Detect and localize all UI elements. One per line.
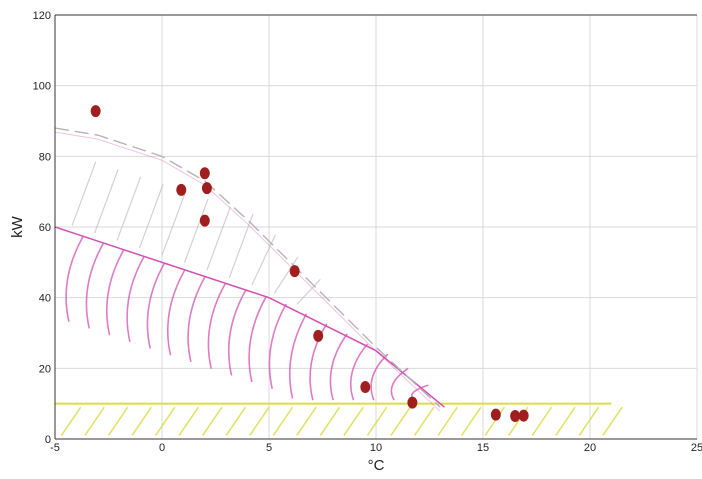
grey-hatch xyxy=(206,206,232,271)
y-tick-label: 60 xyxy=(39,222,51,234)
axes xyxy=(54,14,697,440)
x-tick-label: 10 xyxy=(370,442,382,454)
yellow-hatch xyxy=(555,406,576,436)
data-points xyxy=(90,105,529,423)
yellow-hatch xyxy=(107,406,129,436)
yellow-hatch xyxy=(272,406,294,436)
pink-hatch xyxy=(227,290,247,376)
y-axis-title: kW xyxy=(9,215,26,238)
data-point xyxy=(90,105,101,118)
grey-hatch xyxy=(183,198,209,263)
grey-hatch xyxy=(296,278,321,305)
data-point xyxy=(490,408,501,421)
grid xyxy=(54,14,698,440)
yellow-hatch xyxy=(225,406,247,436)
y-tick-label: 120 xyxy=(33,10,51,22)
grey-hatch xyxy=(116,176,142,241)
x-tick-label: 5 xyxy=(266,442,272,454)
yellow-hatch xyxy=(413,406,435,436)
yellow-hatch xyxy=(319,406,341,436)
pink-hatch xyxy=(288,313,308,399)
pink-hatch xyxy=(207,283,226,369)
data-point xyxy=(518,409,529,422)
yellow-hatch xyxy=(460,406,482,436)
pink-hatch xyxy=(349,343,369,401)
yellow-hatch xyxy=(84,406,105,436)
yellow-hatch xyxy=(366,406,388,436)
grey-hatch xyxy=(161,191,187,256)
data-point xyxy=(313,329,324,342)
yellow-hatch xyxy=(578,406,600,436)
upper-envelope-line-pink xyxy=(55,131,441,412)
y-tick-label: 40 xyxy=(39,293,51,305)
yellow-hatch xyxy=(178,406,199,436)
y-tick-label: 100 xyxy=(33,81,51,93)
data-point xyxy=(289,265,300,278)
y-tick-label: 80 xyxy=(39,151,51,163)
yellow-hatch xyxy=(531,406,553,436)
grey-hatch xyxy=(94,169,119,234)
data-point xyxy=(199,214,210,227)
data-point xyxy=(199,167,210,180)
pink-hatch xyxy=(329,333,348,401)
upper-envelope-line xyxy=(55,127,441,408)
yellow-hatch xyxy=(484,406,506,436)
x-tick-label: 15 xyxy=(477,442,489,454)
pink-hatch xyxy=(126,256,145,343)
y-tick-label: 20 xyxy=(39,363,51,375)
x-tick-label: 20 xyxy=(584,442,596,454)
yellow-hatch xyxy=(202,406,223,436)
pink-hatch xyxy=(187,276,206,363)
data-point xyxy=(201,182,212,195)
yellow-hatch xyxy=(131,406,152,436)
pink-hatch xyxy=(105,249,125,336)
pink-band-boundary xyxy=(55,226,445,408)
pink-hatch xyxy=(248,296,267,383)
x-tick-label: -5 xyxy=(50,442,60,454)
shaded-regions xyxy=(55,127,623,436)
grey-hatch xyxy=(273,256,299,294)
y-tick-label: 0 xyxy=(45,434,51,446)
data-point xyxy=(176,183,187,196)
data-point xyxy=(360,381,371,394)
pink-hatch xyxy=(65,236,84,322)
grey-hatch xyxy=(71,161,97,226)
x-axis-title: °C xyxy=(368,457,385,474)
x-tick-label: 0 xyxy=(159,442,165,454)
pink-hatch xyxy=(370,353,389,401)
yellow-hatch xyxy=(154,406,176,436)
data-point xyxy=(407,396,418,409)
yellow-hatch xyxy=(437,406,458,436)
grey-hatch xyxy=(251,234,276,286)
yellow-hatch xyxy=(249,406,270,436)
yellow-hatch xyxy=(390,406,411,436)
yellow-hatch xyxy=(296,406,317,436)
yellow-hatch xyxy=(60,406,82,436)
grey-hatch xyxy=(138,184,164,249)
yellow-hatch xyxy=(343,406,364,436)
grey-hatch xyxy=(228,213,254,278)
pink-hatch xyxy=(146,263,165,349)
pink-hatch xyxy=(309,323,328,401)
pink-hatch xyxy=(390,367,409,401)
x-tick-label: 25 xyxy=(691,442,702,454)
yellow-hatch xyxy=(602,406,623,436)
pink-hatch xyxy=(268,303,287,390)
data-point xyxy=(510,410,521,423)
pink-hatch xyxy=(85,243,104,329)
pink-hatch xyxy=(166,270,186,356)
